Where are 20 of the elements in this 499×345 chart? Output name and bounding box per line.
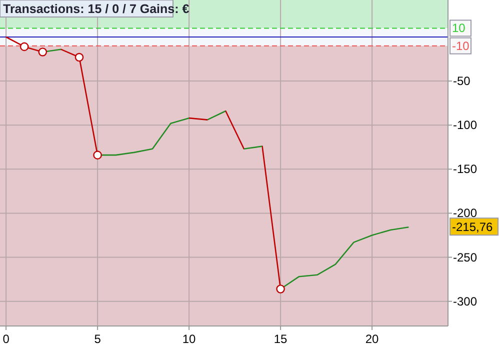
y-tick-label: -300	[453, 294, 478, 308]
x-tick-label: 5	[94, 332, 102, 345]
point	[93, 150, 102, 160]
x-tick-label: 15	[274, 332, 288, 345]
point	[74, 52, 84, 62]
ref-line-label: 10	[452, 21, 466, 36]
point	[38, 48, 48, 56]
chart-title: Transactions: 15 / 0 / 7 Gains: €	[3, 2, 190, 16]
x-tick-label: 20	[365, 332, 380, 345]
point	[20, 42, 29, 52]
y-tick-label: -250	[453, 250, 478, 264]
ref-line-label: -10	[452, 38, 470, 53]
x-tick-label: 0	[2, 332, 10, 345]
x-tick-label: 10	[182, 332, 196, 345]
text: -215,76	[452, 220, 494, 234]
y-tick-label: -200	[453, 206, 478, 220]
y-tick-label: -150	[453, 162, 478, 176]
y-tick-label: -100	[453, 118, 478, 132]
point	[276, 284, 285, 294]
y-tick-label: -50	[453, 74, 471, 88]
